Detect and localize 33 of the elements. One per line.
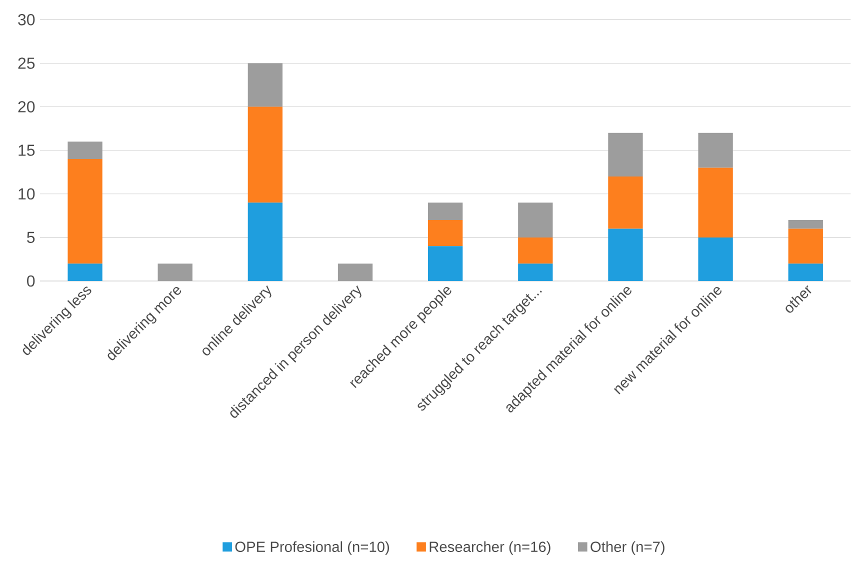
bar xyxy=(248,63,283,107)
legend-label: OPE Profesional (n=10) xyxy=(235,541,389,555)
bar xyxy=(248,106,283,203)
bar xyxy=(338,264,373,282)
bar xyxy=(608,132,643,176)
y-tick-label: 10 xyxy=(18,188,35,200)
y-tick-label: 20 xyxy=(18,101,35,112)
bar xyxy=(428,246,463,282)
bar xyxy=(248,202,283,282)
bar xyxy=(788,228,823,264)
bar xyxy=(788,264,823,282)
y-tick-label: 30 xyxy=(18,14,35,26)
bar xyxy=(608,176,643,229)
y-tick-label: 25 xyxy=(18,58,35,69)
y-tick-label: 5 xyxy=(27,232,35,244)
bar xyxy=(608,228,643,282)
bar xyxy=(428,202,463,220)
bar xyxy=(518,264,553,282)
legend-label: Other (n=7) xyxy=(590,541,664,555)
bar xyxy=(698,168,733,238)
bar xyxy=(518,202,553,238)
bar xyxy=(698,237,733,282)
y-tick-label: 0 xyxy=(27,275,35,287)
bar xyxy=(518,237,553,264)
y-tick-label: 15 xyxy=(18,144,35,156)
bar xyxy=(158,264,192,282)
bar xyxy=(68,264,102,282)
bar xyxy=(788,220,823,229)
legend-label: Researcher (n=16) xyxy=(430,541,550,555)
bar xyxy=(698,132,733,168)
bar xyxy=(68,159,102,264)
bar xyxy=(68,142,102,160)
bar xyxy=(428,220,463,246)
